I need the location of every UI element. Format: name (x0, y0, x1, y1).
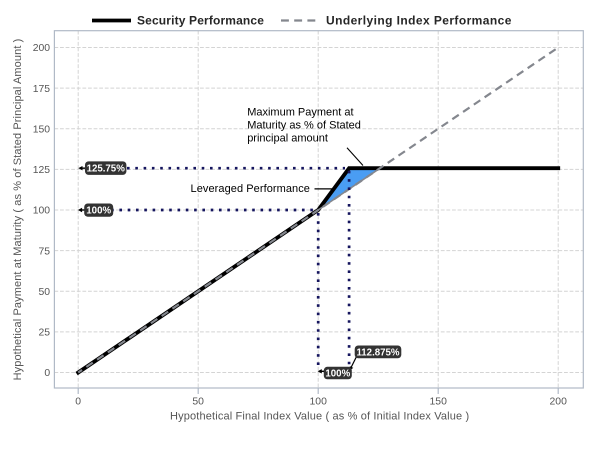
svg-text:200: 200 (550, 397, 568, 408)
svg-text:75: 75 (39, 246, 51, 257)
svg-text:100: 100 (33, 206, 51, 217)
svg-text:Hypothetical Payment at Maturi: Hypothetical Payment at Maturity ( as % … (12, 39, 24, 381)
svg-text:Hypothetical Final Index Value: Hypothetical Final Index Value ( as % of… (170, 411, 469, 423)
svg-text:50: 50 (39, 287, 51, 298)
svg-text:200: 200 (33, 43, 51, 54)
svg-text:150: 150 (430, 397, 448, 408)
svg-text:Leveraged Performance: Leveraged Performance (191, 183, 310, 195)
svg-text:Underlying Index Performance: Underlying Index Performance (326, 14, 512, 28)
svg-text:0: 0 (44, 368, 50, 379)
svg-text:112.875%: 112.875% (356, 347, 399, 358)
svg-text:125.75%: 125.75% (87, 164, 126, 175)
svg-text:100%: 100% (86, 206, 111, 217)
svg-text:Security Performance: Security Performance (137, 14, 264, 28)
svg-text:100%: 100% (325, 369, 350, 380)
svg-text:150: 150 (33, 124, 51, 135)
svg-text:Maturity as % of Stated: Maturity as % of Stated (247, 120, 361, 132)
svg-text:50: 50 (192, 397, 204, 408)
svg-text:principal amount: principal amount (247, 133, 328, 145)
svg-text:25: 25 (39, 328, 51, 339)
svg-text:0: 0 (75, 397, 81, 408)
svg-text:Maximum Payment at: Maximum Payment at (247, 107, 353, 119)
svg-text:125: 125 (33, 165, 51, 176)
svg-text:100: 100 (310, 397, 328, 408)
svg-text:175: 175 (33, 84, 51, 95)
